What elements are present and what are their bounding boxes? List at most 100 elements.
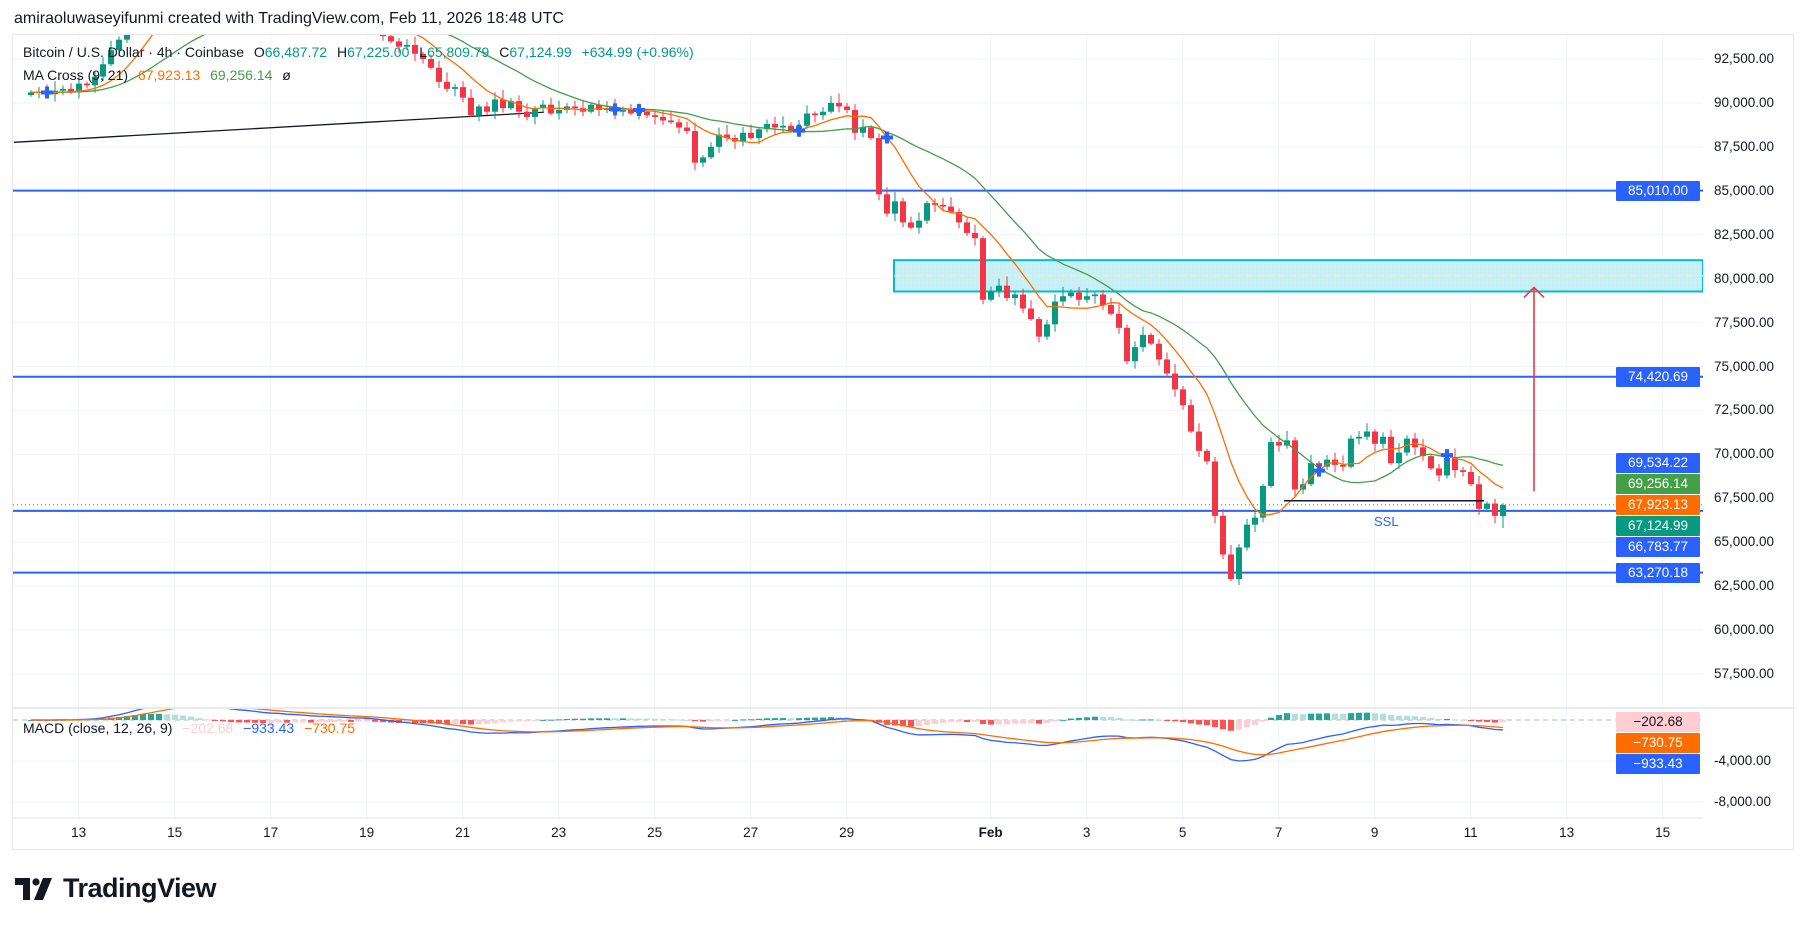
macd-histogram-bar: [1332, 713, 1338, 720]
candle-body: [476, 106, 482, 116]
candle-body: [676, 122, 682, 128]
price-badge: 69,534.22: [1616, 452, 1700, 473]
ma-cross-marker-icon: [609, 103, 621, 116]
candle-body: [1292, 440, 1298, 490]
macd-histogram-bar: [620, 718, 626, 720]
time-axis-label: 13: [71, 825, 87, 840]
macd-histogram-bar: [1228, 720, 1234, 731]
candle-body: [1164, 359, 1170, 374]
macd-histogram-bar: [252, 720, 258, 723]
candle-body: [420, 53, 426, 59]
candle-body: [740, 132, 746, 142]
macd-histogram-bar: [228, 720, 234, 723]
macd-histogram-bar: [260, 720, 266, 723]
candle-body: [412, 44, 418, 54]
macd-histogram-bar: [196, 718, 202, 720]
macd-histogram-bar: [276, 720, 282, 723]
candle-body: [1180, 389, 1186, 406]
candle-body: [196, 0, 202, 1]
macd-histogram-bar: [468, 720, 474, 725]
macd-histogram-bar: [652, 718, 658, 720]
candle-body: [284, 8, 290, 15]
price-axis-label: 60,000.00: [1714, 622, 1775, 638]
candle-body: [1396, 452, 1402, 464]
macd-histogram-bar: [1140, 719, 1146, 721]
time-axis-label: 3: [1082, 825, 1091, 840]
candle-body: [572, 106, 578, 109]
candle-body: [204, 1, 210, 8]
macd-histogram-bar: [324, 720, 330, 723]
high-label: H: [336, 44, 348, 60]
candle-body: [380, 35, 386, 37]
macd-badge: −202.68: [1616, 712, 1700, 732]
candle-body: [1388, 436, 1394, 464]
ma-legend: MA Cross (9, 21) 67,923.13 69,256.14 ø: [23, 67, 297, 83]
tradingview-logo-icon: [15, 877, 52, 900]
macd-histogram-bar: [1004, 720, 1010, 725]
symbol-title[interactable]: Bitcoin / U.S. Dollar · 4h · Coinbase: [23, 44, 244, 60]
candle-body: [1116, 313, 1122, 328]
change-value: +634.99 (+0.96%): [581, 44, 694, 60]
macd-histogram-bar: [676, 719, 682, 721]
time-axis-label: 19: [359, 825, 375, 840]
candle-body: [996, 285, 1002, 291]
macd-histogram-bar: [828, 717, 834, 720]
price-badge: 67,923.13: [1616, 494, 1700, 515]
drawings[interactable]: [13, 111, 1703, 574]
candle-body: [1236, 547, 1242, 580]
macd-histogram-bar: [484, 720, 490, 724]
macd-histogram-bar: [1020, 720, 1026, 724]
candle-body: [956, 211, 962, 223]
drawings-front[interactable]: [1284, 286, 1545, 502]
ma-cross-marker-icon: [633, 103, 645, 116]
price-axis-label: 85,000.00: [1714, 182, 1775, 198]
candle-body: [276, 8, 282, 12]
candle-body: [1460, 470, 1466, 472]
macd-histogram-bar: [1204, 720, 1210, 726]
candle-body: [1092, 294, 1098, 297]
candle-body: [212, 5, 218, 9]
ma-cross-title[interactable]: MA Cross (9, 21): [23, 67, 129, 83]
macd-histogram-bar: [1372, 713, 1378, 720]
macd-histogram-bar: [788, 718, 794, 720]
trendline: [13, 111, 545, 143]
macd-histogram-bar: [1220, 720, 1226, 730]
macd-histogram-bar: [796, 718, 802, 720]
macd-histogram-bar: [1476, 720, 1482, 722]
macd-badge: −933.43: [1616, 754, 1700, 774]
candle-body: [428, 59, 434, 68]
high-value: 67,225.00: [347, 44, 410, 60]
candle-body: [60, 88, 66, 91]
candle-body: [220, 5, 226, 12]
candle-body: [1324, 459, 1330, 467]
candle-body: [1484, 503, 1490, 509]
macd-histogram-bar: [1380, 713, 1386, 720]
macd-histogram-bar: [1404, 715, 1410, 720]
grid: [13, 35, 1703, 818]
macd-histogram-bar: [236, 720, 242, 723]
macd-title[interactable]: MACD (close, 12, 26, 9): [23, 720, 173, 736]
macd-histogram-bar: [1076, 717, 1082, 720]
candle-body: [540, 104, 546, 109]
macd-histogram-bar: [556, 719, 562, 721]
macd-histogram-bar: [588, 718, 594, 720]
macd-histogram-bar: [404, 720, 410, 723]
macd-histogram-bar: [1356, 712, 1362, 720]
macd-histogram-bar: [500, 720, 506, 723]
tradingview-wordmark: TradingView: [63, 873, 217, 903]
candle-body: [1308, 463, 1314, 485]
macd-histogram-bar: [1484, 720, 1490, 723]
candle-body: [332, 12, 338, 17]
tradingview-logo[interactable]: TradingView: [15, 873, 217, 904]
macd-pane: [13, 709, 1703, 762]
macd-histogram-bar: [1268, 717, 1274, 720]
price-axis-label: 90,000.00: [1714, 94, 1775, 110]
candle-body: [348, 13, 354, 22]
price-axis-label: 70,000.00: [1714, 446, 1775, 462]
macd-histogram-bar: [716, 720, 722, 721]
macd-histogram-bar: [28, 720, 34, 721]
candle-body: [1356, 436, 1362, 439]
candle-body: [820, 111, 826, 116]
macd-histogram-bar: [996, 720, 1002, 725]
